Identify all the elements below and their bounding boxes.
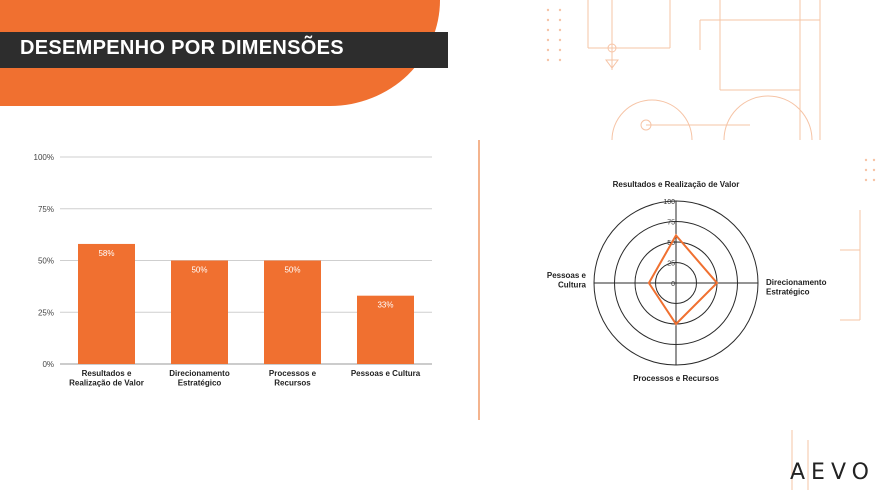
bar-value-label: 50% [191, 266, 207, 275]
bar-y-tick-label: 75% [38, 205, 54, 214]
bar-y-tick-label: 25% [38, 308, 54, 317]
radar-tick-label: 0 [671, 281, 675, 288]
radar-axis-label: Direcionamento Estratégico [766, 278, 827, 297]
bar-value-label: 33% [377, 301, 393, 310]
bar-y-tick-label: 100% [34, 153, 54, 162]
bar-x-tick-label: Direcionamento Estratégico [169, 369, 230, 388]
bar [171, 260, 228, 364]
page-title: DESEMPENHO POR DIMENSÕES [20, 37, 344, 59]
radar-tick-label: 75 [667, 220, 675, 227]
radar-series-line [647, 233, 719, 326]
bar-value-label: 50% [284, 266, 300, 275]
radar-tick-label: 100 [663, 199, 675, 206]
bar-y-tick-label: 50% [38, 257, 54, 266]
bar [264, 260, 321, 364]
radar-tick-label: 25 [667, 261, 675, 268]
radar-axis-label: Pessoas e Cultura [547, 271, 587, 290]
radar-axis-label: Processos e Recursos [633, 374, 719, 383]
bar-x-tick-label: Resultados e Realização de Valor [69, 369, 144, 388]
bar [357, 295, 414, 364]
radar-axis-label: Resultados e Realização de Valor [613, 180, 740, 189]
header-title-bar [0, 32, 448, 68]
bar [78, 243, 135, 364]
panel-divider [478, 140, 480, 420]
aevo-logo: AEVO [790, 460, 875, 485]
bar-value-label: 58% [98, 249, 114, 258]
bar-y-tick-label: 0% [42, 360, 54, 369]
bar-x-tick-label: Processos e Recursos [269, 369, 317, 388]
bar-x-tick-label: Pessoas e Cultura [351, 369, 421, 378]
